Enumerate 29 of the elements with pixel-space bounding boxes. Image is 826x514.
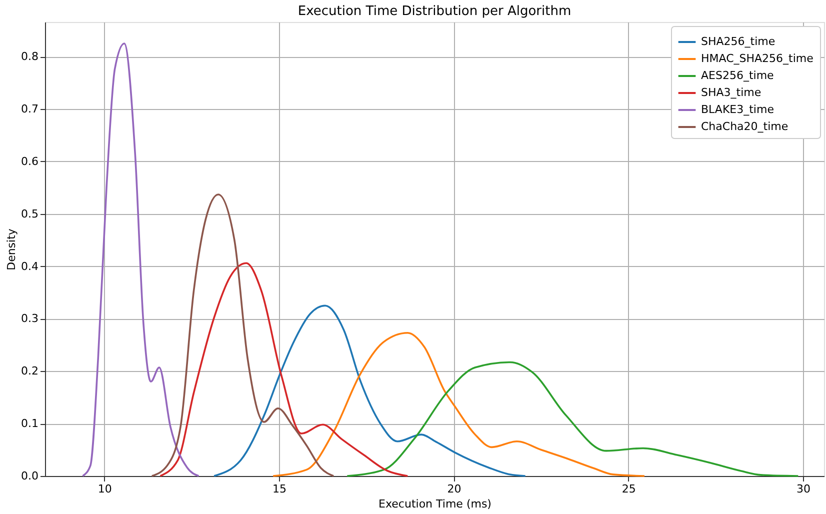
- legend-label: BLAKE3_time: [701, 103, 774, 116]
- line-series: [159, 262, 408, 477]
- x-tick-label: 10: [98, 482, 112, 496]
- y-tick-label: 0.4: [21, 260, 38, 273]
- x-tick-label: 30: [796, 482, 811, 496]
- y-tick-label: 0.1: [21, 417, 38, 430]
- y-tick-label: 0.5: [21, 207, 38, 220]
- y-tick-label: 0.0: [21, 470, 38, 482]
- legend-label: SHA3_time: [701, 86, 762, 99]
- chart-title: Execution Time Distribution per Algorithm: [298, 4, 572, 19]
- y-tick-label: 0.6: [21, 154, 38, 168]
- x-tick-label: 20: [447, 482, 462, 496]
- x-tick-label: 15: [272, 482, 287, 496]
- x-tick-label: 25: [622, 482, 636, 496]
- line-series: [346, 361, 800, 477]
- legend-label: AES256_time: [701, 69, 774, 82]
- x-axis-title: Execution Time (ms): [378, 498, 492, 510]
- y-tick-label: 0.8: [21, 50, 38, 64]
- line-series: [82, 42, 200, 477]
- legend-label: ChaCha20_time: [701, 120, 788, 133]
- legend-label: HMAC_SHA256_time: [701, 52, 814, 65]
- y-tick-label: 0.2: [21, 364, 38, 378]
- y-tick-label: 0.3: [21, 312, 38, 326]
- y-axis-title: Density: [5, 228, 18, 270]
- line-series: [272, 332, 646, 477]
- legend-label: SHA256_time: [701, 35, 776, 48]
- line-series: [213, 304, 526, 477]
- line-series: [150, 194, 334, 477]
- y-tick-label: 0.7: [21, 102, 38, 116]
